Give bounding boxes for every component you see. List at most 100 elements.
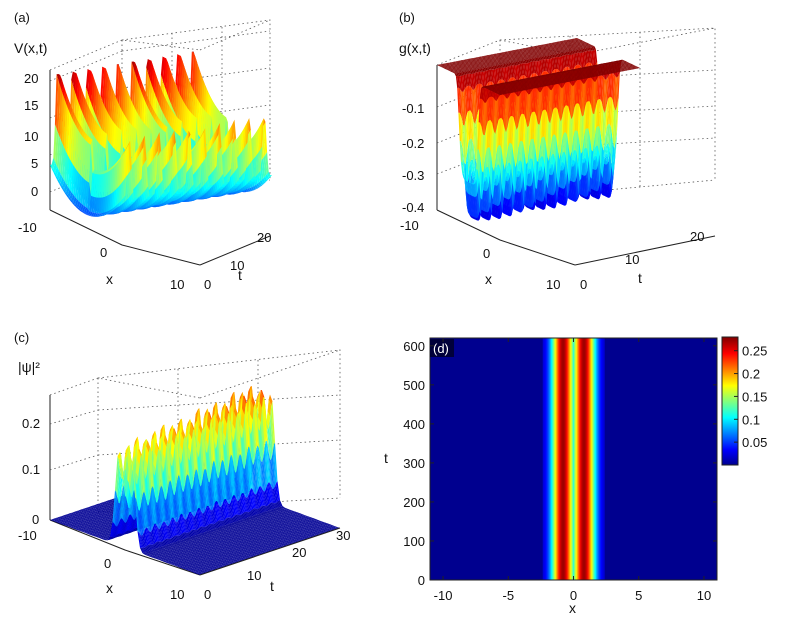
surface-patch bbox=[227, 127, 231, 148]
surface-patch bbox=[146, 59, 150, 74]
surface-patch bbox=[200, 194, 205, 197]
surface-patch bbox=[263, 181, 267, 184]
surface-patch bbox=[213, 193, 218, 195]
surface-patch bbox=[258, 121, 262, 153]
surface-patch bbox=[213, 138, 217, 172]
surface-patch bbox=[238, 131, 242, 157]
surface-patch bbox=[196, 165, 201, 188]
surface-patch bbox=[239, 181, 243, 185]
surface-patch bbox=[206, 179, 210, 188]
surface-patch bbox=[168, 68, 172, 102]
surface-patch bbox=[178, 144, 182, 172]
surface-patch bbox=[172, 203, 176, 205]
surface-patch bbox=[190, 164, 194, 187]
surface-patch bbox=[162, 124, 166, 131]
surface-patch bbox=[131, 61, 135, 68]
surface-patch bbox=[261, 178, 265, 184]
surface-patch bbox=[197, 189, 201, 197]
surface-patch bbox=[159, 205, 163, 207]
surface-patch bbox=[263, 154, 267, 177]
surface-patch bbox=[203, 184, 207, 192]
surface-patch bbox=[181, 199, 185, 202]
surface-patch bbox=[242, 189, 247, 191]
surface-patch bbox=[234, 191, 238, 194]
surface-patch bbox=[227, 141, 232, 174]
surface-patch bbox=[221, 193, 225, 196]
surface-patch bbox=[173, 197, 177, 200]
surface-patch bbox=[160, 205, 165, 207]
surface-patch bbox=[252, 185, 256, 190]
surface-patch bbox=[207, 139, 211, 153]
surface-patch bbox=[176, 118, 181, 135]
surface-patch bbox=[184, 72, 188, 113]
surface-patch bbox=[211, 141, 215, 174]
surface-patch bbox=[204, 189, 209, 192]
surface-patch bbox=[202, 192, 207, 195]
surface-patch bbox=[173, 196, 177, 199]
surface-patch bbox=[210, 195, 214, 198]
surface-patch bbox=[211, 168, 215, 187]
surface-patch bbox=[224, 182, 228, 185]
surface-patch bbox=[255, 128, 259, 158]
surface-patch bbox=[258, 146, 263, 174]
surface-patch bbox=[190, 186, 194, 192]
surface-patch bbox=[235, 192, 240, 194]
surface-patch bbox=[206, 113, 210, 146]
surface-patch bbox=[193, 189, 197, 192]
surface-patch bbox=[195, 187, 199, 190]
surface-patch bbox=[248, 185, 252, 188]
surface-patch bbox=[186, 108, 190, 135]
surface-patch bbox=[188, 195, 192, 198]
surface-patch bbox=[198, 104, 203, 139]
surface-patch bbox=[164, 203, 168, 206]
surface-patch bbox=[208, 185, 212, 188]
surface-patch bbox=[235, 184, 240, 187]
surface-patch bbox=[224, 147, 228, 178]
surface-patch bbox=[179, 201, 183, 203]
surface-patch bbox=[250, 160, 255, 178]
surface-patch bbox=[158, 120, 162, 128]
surface-patch bbox=[240, 148, 244, 177]
surface-patch bbox=[240, 179, 245, 183]
surface-patch bbox=[241, 187, 245, 191]
surface-patch bbox=[209, 171, 213, 189]
surface-patch bbox=[197, 196, 201, 198]
surface-patch bbox=[212, 184, 216, 194]
surface-patch bbox=[144, 92, 148, 104]
surface-patch bbox=[247, 191, 251, 192]
surface-patch bbox=[178, 120, 182, 137]
surface-patch bbox=[222, 184, 227, 187]
surface-patch bbox=[224, 193, 229, 195]
surface-patch bbox=[216, 195, 220, 197]
surface-patch bbox=[203, 128, 207, 159]
surface-patch bbox=[194, 168, 199, 190]
surface-patch bbox=[244, 142, 248, 173]
surface-patch bbox=[210, 186, 214, 195]
surface-patch bbox=[265, 174, 269, 180]
surface-patch bbox=[177, 202, 181, 204]
surface-patch bbox=[204, 181, 209, 190]
surface-patch bbox=[191, 184, 196, 190]
surface-patch bbox=[195, 191, 200, 198]
surface-patch bbox=[217, 188, 221, 191]
surface-patch bbox=[208, 196, 212, 198]
panel-a: (a) V(x,t) 20 15 10 5 0 -10 0 10 x 0 bbox=[14, 10, 272, 292]
surface-patch bbox=[263, 122, 268, 155]
surface-patch bbox=[212, 196, 216, 197]
panel-a-ttick: 0 bbox=[204, 277, 211, 292]
surface-patch bbox=[182, 198, 187, 201]
surface-patch bbox=[158, 86, 163, 108]
surface-patch bbox=[249, 129, 253, 163]
surface-patch bbox=[177, 198, 181, 203]
surface-patch bbox=[255, 176, 259, 180]
surface-patch bbox=[198, 162, 202, 186]
surface-patch bbox=[148, 60, 152, 79]
surface-patch bbox=[166, 103, 170, 122]
surface-patch bbox=[222, 185, 226, 189]
surface-patch bbox=[208, 187, 212, 190]
surface-patch bbox=[169, 200, 174, 203]
surface-patch bbox=[213, 166, 217, 185]
surface-patch bbox=[210, 194, 214, 197]
surface-patch bbox=[180, 61, 185, 104]
surface-patch bbox=[162, 95, 166, 116]
